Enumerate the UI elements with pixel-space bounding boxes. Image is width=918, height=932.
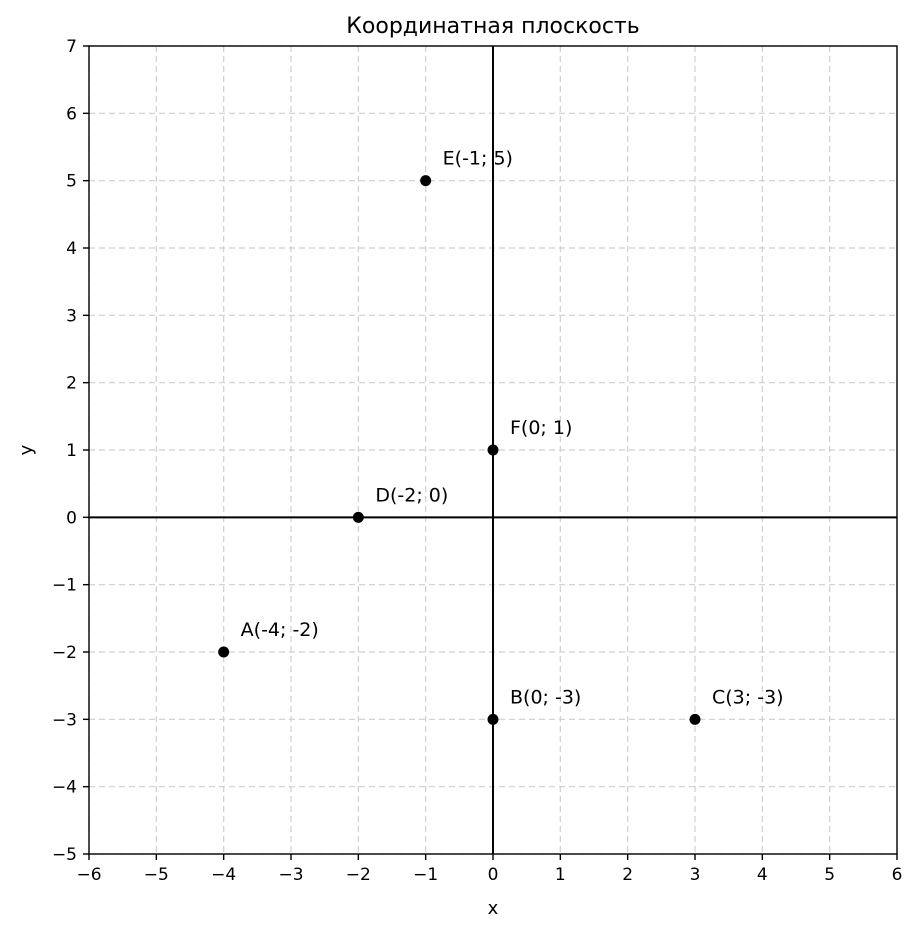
point-label: C(3; -3) (712, 686, 784, 708)
x-tick-label: −2 (346, 865, 371, 885)
plot-frame (88, 45, 898, 855)
x-tick-label: 0 (488, 865, 499, 885)
data-point (689, 713, 701, 725)
y-tick-label: 1 (66, 441, 77, 461)
y-tick-label: −4 (52, 778, 77, 798)
x-axis-label: x (488, 898, 499, 919)
x-tick-label: −6 (76, 865, 101, 885)
data-point (218, 646, 230, 658)
point-label: F(0; 1) (510, 417, 572, 439)
chart-title: Координатная плоскость (346, 14, 639, 39)
data-point (487, 713, 499, 725)
y-tick-label: −3 (52, 710, 77, 730)
x-tick-label: 4 (757, 865, 768, 885)
y-tick-label: −2 (52, 643, 77, 663)
x-tick-label: 3 (690, 865, 701, 885)
y-tick-label: 5 (66, 172, 77, 192)
y-tick-label: 7 (66, 37, 77, 57)
x-tick-label: 1 (555, 865, 566, 885)
y-tick-label: −5 (52, 845, 77, 865)
data-point (487, 444, 499, 456)
y-tick-label: 0 (66, 508, 77, 528)
y-axis-label: y (16, 444, 37, 455)
x-tick-label: 6 (892, 865, 903, 885)
x-tick-label: −4 (211, 865, 236, 885)
y-tick-label: −1 (52, 576, 77, 596)
y-tick-label: 4 (66, 239, 77, 259)
point-label: B(0; -3) (510, 686, 581, 708)
points-layer: A(-4; -2) B(0; -3) C(3; -3) D(-2; 0) E(-1; 5… (218, 148, 784, 725)
data-point (420, 175, 432, 187)
point-label: A(-4; -2) (241, 619, 319, 641)
x-tick-label: 2 (622, 865, 633, 885)
y-tick-label: 3 (66, 306, 77, 326)
x-tick-label: 5 (824, 865, 835, 885)
data-point (352, 511, 364, 523)
x-tick-label: −1 (413, 865, 438, 885)
x-tick-label: −3 (278, 865, 303, 885)
x-tick-label: −5 (144, 865, 169, 885)
y-tick-label: 6 (66, 104, 77, 124)
point-label: E(-1; 5) (443, 148, 513, 170)
point-label: D(-2; 0) (375, 484, 448, 506)
y-tick-label: 2 (66, 374, 77, 394)
